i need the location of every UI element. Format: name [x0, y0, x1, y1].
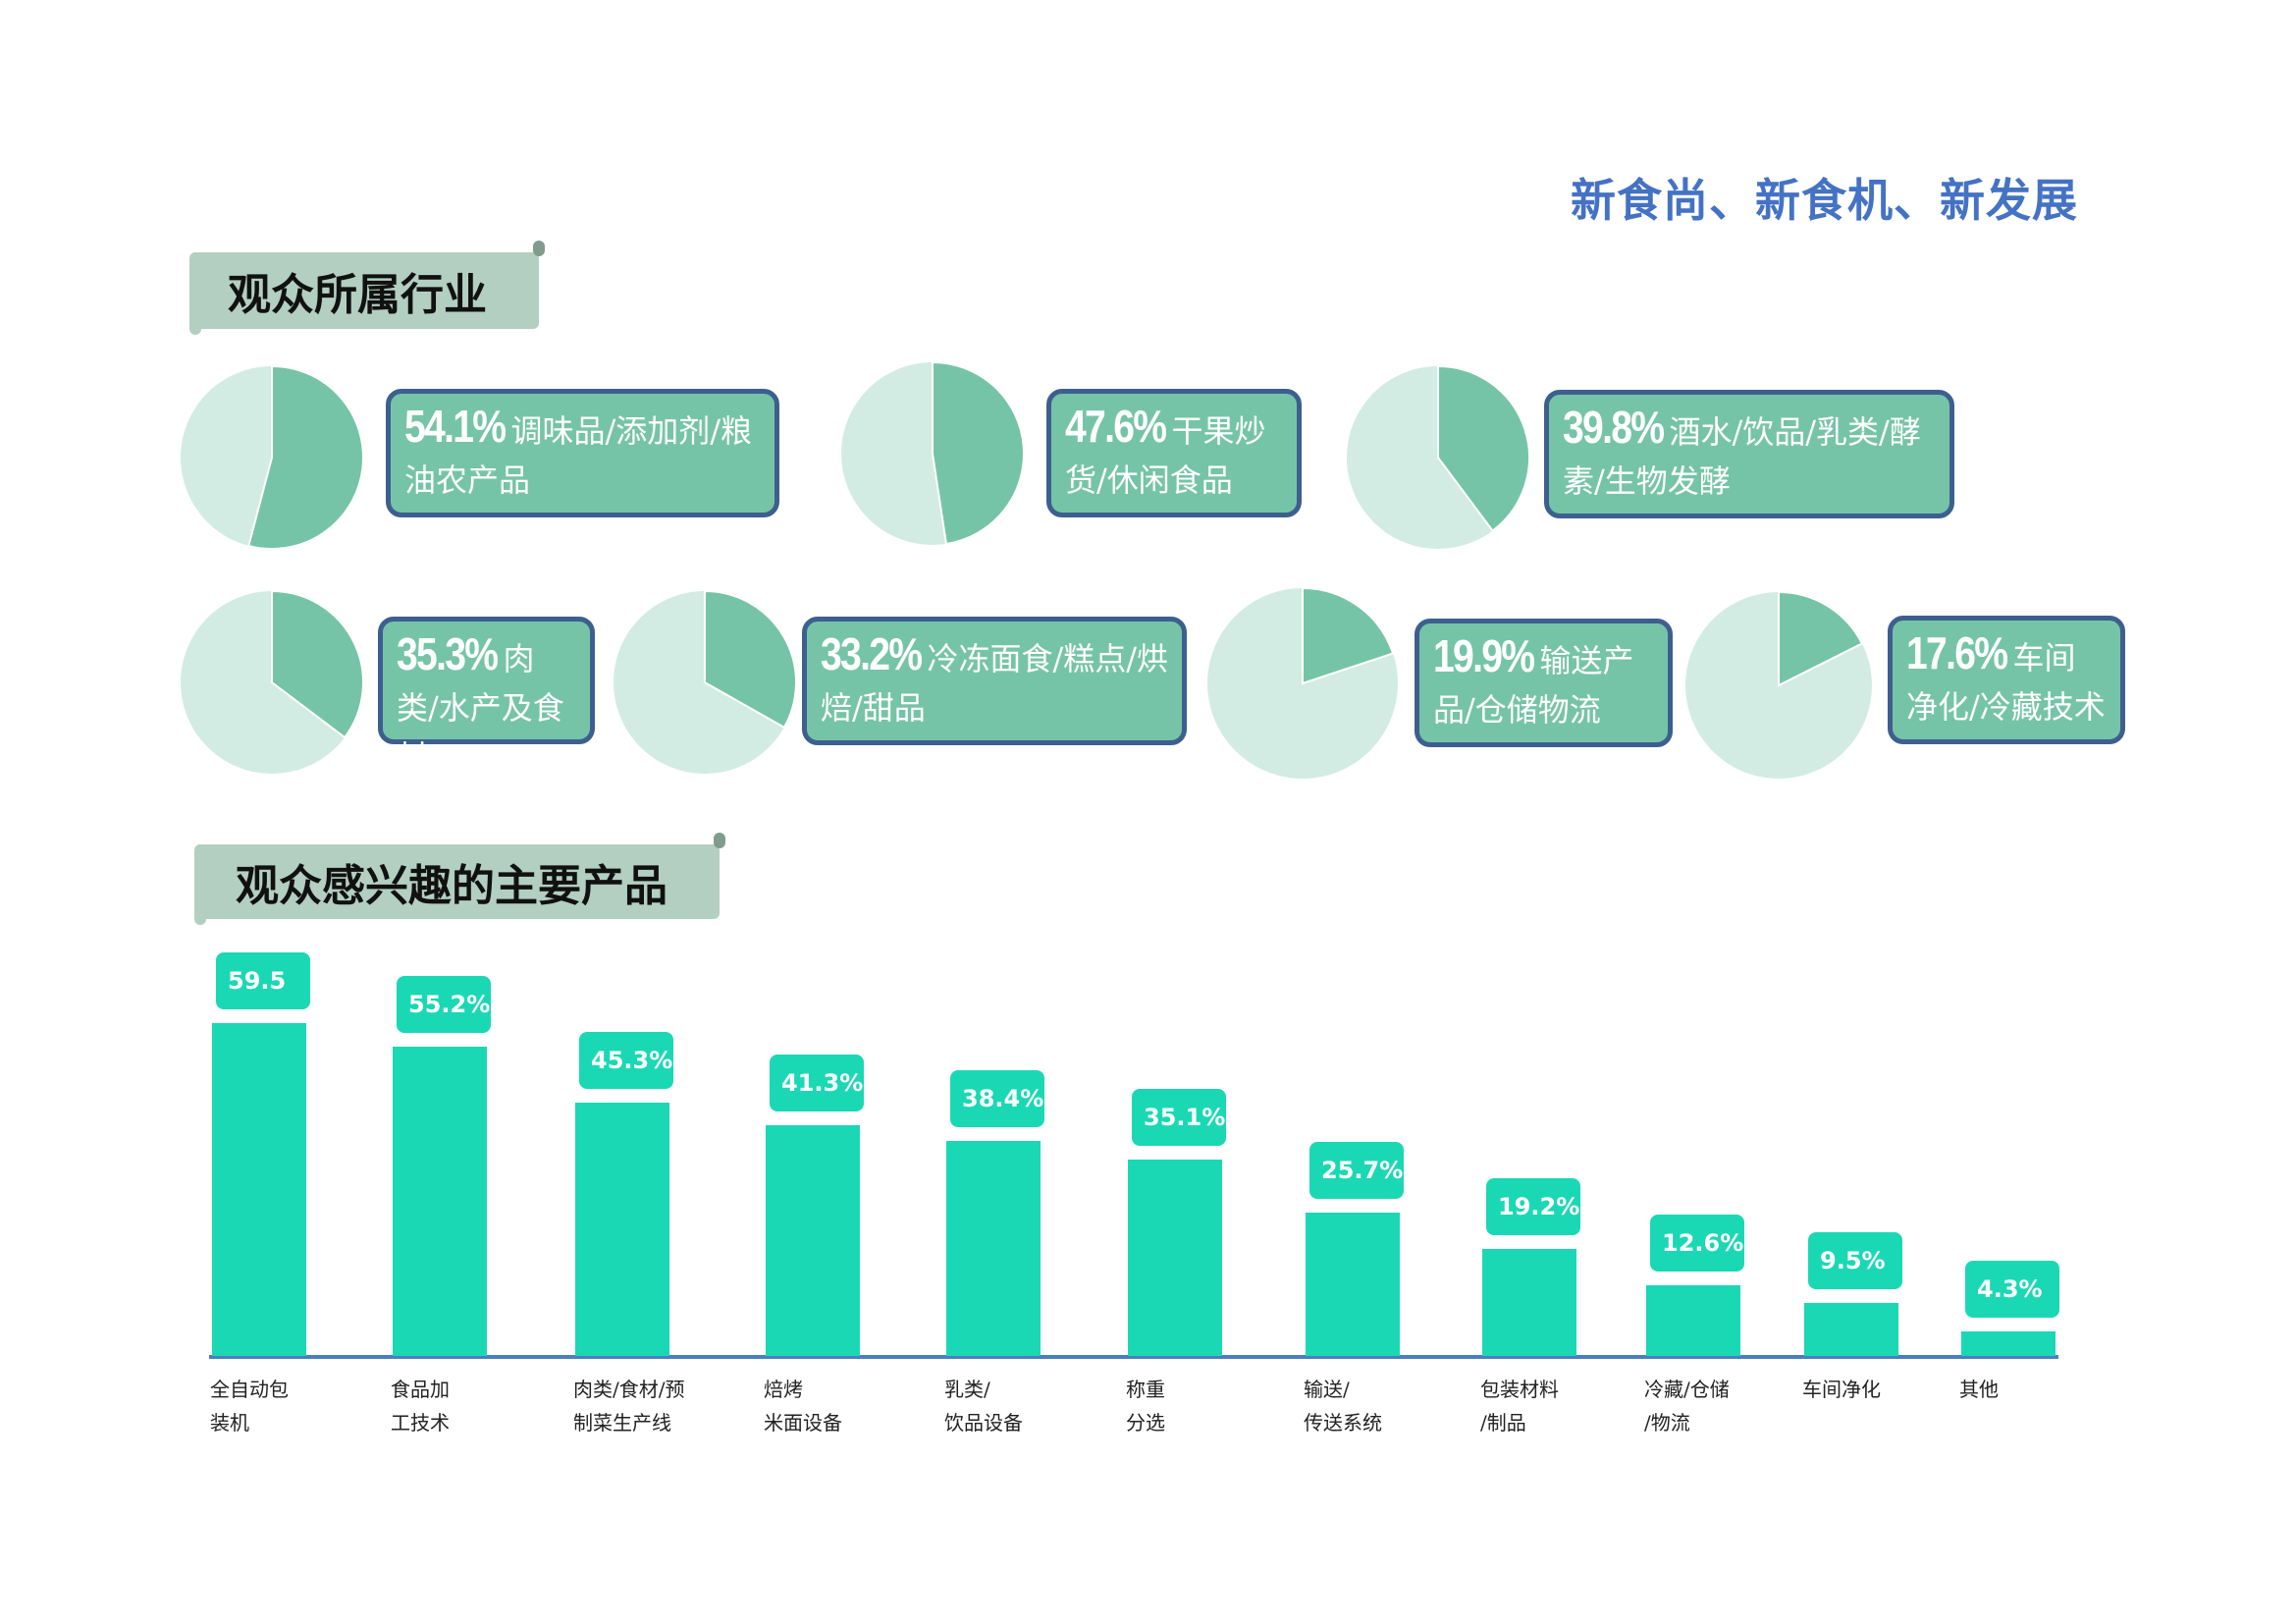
pie-chart [841, 360, 1025, 546]
industry-label: 调味品/添加剂/粮油农产品 [404, 412, 753, 499]
bar-value-label: 35.1% [1132, 1088, 1226, 1146]
industry-percent: 33.2% [821, 628, 923, 679]
bar [393, 1047, 487, 1356]
bar-value-label: 59.5 [216, 951, 310, 1009]
pie-chart [181, 364, 364, 550]
bar-value-label: 19.2% [1486, 1177, 1580, 1235]
pie-slice-value [1302, 586, 1395, 685]
industry-label: 冷冻面食/糕点/烘焙/甜品 [821, 640, 1169, 727]
x-axis-line [209, 1355, 2058, 1359]
category-label: 车间净化 [1802, 1378, 1881, 1401]
bar-value-label: 4.3% [1965, 1261, 2059, 1319]
category-label: 肉类/食材/预 制菜生产线 [573, 1378, 685, 1435]
bar [1482, 1248, 1576, 1356]
pie-chart [181, 589, 364, 774]
category-label: 输送/ 传送系统 [1304, 1378, 1382, 1435]
bar-value-label: 38.4% [950, 1070, 1044, 1128]
industry-label: 车间净化/冷藏技术 [1906, 639, 2106, 726]
bar [1128, 1159, 1222, 1356]
industry-info-box: 54.1% 调味品/添加剂/粮油农产品 [386, 389, 779, 517]
pie-chart [614, 589, 797, 774]
pie-slice-value [247, 364, 364, 550]
category-label: 称重 分选 [1126, 1378, 1165, 1435]
bar-value-label: 9.5% [1808, 1231, 1902, 1289]
bar [575, 1102, 669, 1356]
industry-percent: 47.6% [1065, 401, 1167, 452]
bar [212, 1022, 306, 1356]
pie-chart [1685, 590, 1872, 779]
bar [1306, 1212, 1400, 1356]
bar [766, 1124, 860, 1356]
category-label: 食品加 工技术 [391, 1378, 450, 1435]
bar [946, 1141, 1041, 1356]
industry-label: 输送产品/仓储物流 [1433, 642, 1634, 729]
industry-info-box: 39.8% 酒水/饮品/乳类/酵素/生物发酵 [1544, 390, 1954, 518]
pie-slice-value [704, 589, 797, 730]
bar [1646, 1285, 1740, 1356]
bar-value-label: 45.3% [579, 1031, 673, 1089]
category-label: 焙烤 米面设备 [764, 1378, 842, 1435]
page-headline: 新食尚、新食机、新发展 [1571, 174, 2078, 227]
industry-percent: 39.8% [1563, 402, 1665, 453]
bar-value-label: 25.7% [1309, 1141, 1404, 1199]
industry-label: 肉类/水产及食材 [397, 640, 564, 776]
pie-slice-value [932, 360, 1025, 546]
section-banner-industry: 观众所属行业 [189, 241, 545, 336]
industry-percent: 35.3% [397, 628, 499, 679]
pie-slice-value [1437, 364, 1530, 532]
bar [1804, 1302, 1898, 1356]
industry-percent: 54.1% [404, 401, 507, 452]
category-label: 其他 [1959, 1378, 1999, 1401]
industry-percent: 17.6% [1906, 627, 2008, 678]
section-banner-products: 观众感兴趣的主要产品 [194, 833, 725, 926]
pie-chart [1207, 586, 1398, 779]
industry-info-box: 17.6% 车间净化/冷藏技术 [1888, 616, 2125, 744]
industry-info-box: 33.2% 冷冻面食/糕点/烘焙/甜品 [802, 617, 1187, 745]
bar-value-label: 55.2% [397, 976, 491, 1034]
bar-value-label: 41.3% [770, 1054, 864, 1111]
pie-slice-value [1778, 590, 1864, 687]
industry-label: 酒水/饮品/乳类/酵素/生物发酵 [1563, 413, 1921, 500]
industry-info-box: 47.6% 干果炒货/休闲食品 [1046, 389, 1302, 517]
category-label: 冷藏/仓储 /物流 [1644, 1378, 1730, 1435]
pie-chart [1347, 364, 1530, 549]
industry-info-box: 35.3% 肉类/水产及食材 [378, 617, 595, 776]
category-label: 乳类/ 饮品设备 [944, 1378, 1023, 1435]
category-label: 全自动包 装机 [210, 1378, 289, 1435]
bar [1961, 1331, 2056, 1356]
category-label: 包装材料 /制品 [1480, 1378, 1559, 1435]
bar-value-label: 12.6% [1650, 1215, 1744, 1272]
industry-label: 干果炒货/休闲食品 [1065, 412, 1266, 499]
industry-percent: 19.9% [1433, 630, 1535, 681]
industry-info-box: 19.9% 输送产品/仓储物流 [1415, 619, 1673, 747]
pie-slice-value [271, 589, 364, 739]
